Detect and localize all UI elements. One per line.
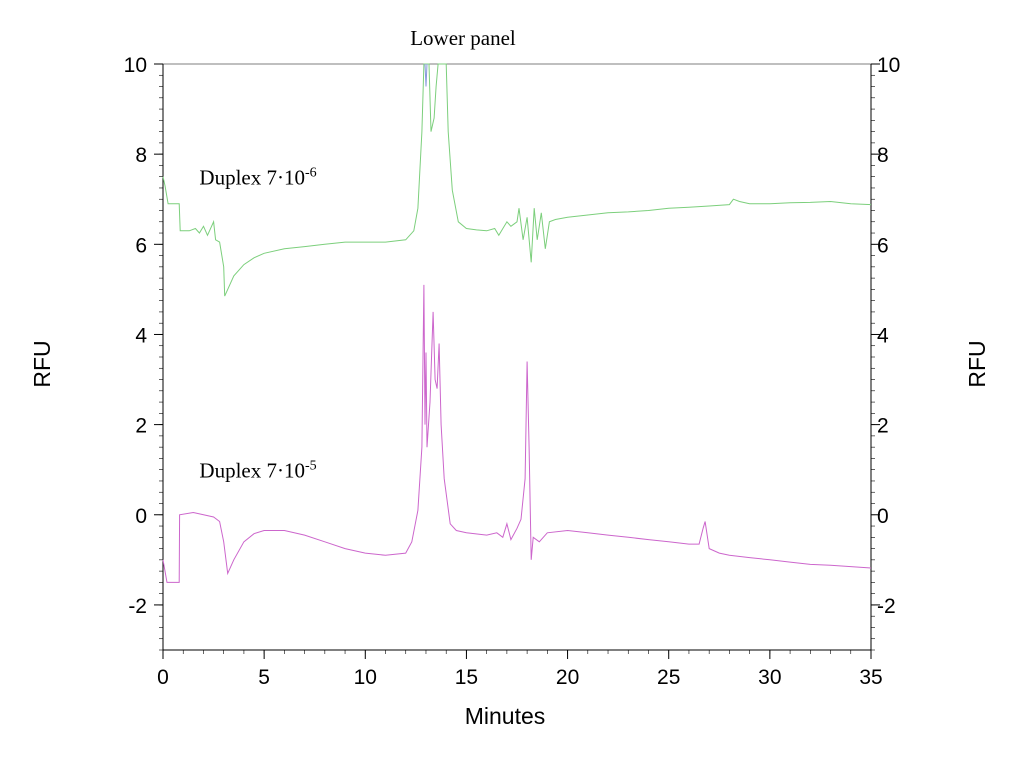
y-tick-label-right: -2 bbox=[877, 595, 896, 618]
y-tick-label-left: -2 bbox=[128, 595, 147, 618]
plot-axes: -2 -2 0 0 2 2 4 4 6 6 8 8 10 10 0 5 10 15 20 25 30 35 bbox=[124, 54, 901, 689]
y-tick-label-left: 6 bbox=[135, 234, 147, 257]
y-tick-label-right: 10 bbox=[877, 54, 900, 77]
x-tick-label: 10 bbox=[354, 666, 377, 689]
y-tick-label-left: 4 bbox=[135, 324, 147, 347]
y-tick-label-right: 0 bbox=[877, 505, 889, 528]
duplex-annotation-2: Duplex 7·10-5 bbox=[199, 459, 316, 483]
y-tick-label-right: 6 bbox=[877, 234, 889, 257]
y-axis-title-left: RFU bbox=[29, 340, 55, 387]
duplex-annotation-1: Duplex 7·10-6 bbox=[199, 166, 316, 190]
extra-trace-line-1 bbox=[424, 63, 428, 87]
x-tick-label: 30 bbox=[758, 666, 781, 689]
chart-title: Lower panel bbox=[410, 26, 516, 50]
y-tick-label-left: 10 bbox=[124, 54, 147, 77]
y-tick-label-left: 8 bbox=[135, 144, 147, 167]
x-tick-label: 35 bbox=[859, 666, 882, 689]
series-layer bbox=[162, 63, 872, 583]
x-tick-label: 15 bbox=[455, 666, 478, 689]
x-tick-label: 0 bbox=[157, 666, 169, 689]
x-tick-label: 20 bbox=[556, 666, 579, 689]
x-tick-label: 25 bbox=[657, 666, 680, 689]
annotation-layer: Duplex 7·10-6 Duplex 7·10-5 bbox=[199, 166, 316, 483]
y-tick-label-left: 2 bbox=[135, 415, 147, 438]
y-tick-label-right: 8 bbox=[877, 144, 889, 167]
y-tick-label-left: 0 bbox=[135, 505, 147, 528]
x-axis-title: Minutes bbox=[465, 703, 546, 729]
y-axis-title-right: RFU bbox=[964, 340, 990, 387]
series-line-2 bbox=[162, 284, 872, 583]
y-tick-label-right: 2 bbox=[877, 415, 889, 438]
x-tick-label: 5 bbox=[258, 666, 270, 689]
y-tick-label-right: 4 bbox=[877, 324, 889, 347]
series-line-1 bbox=[162, 63, 872, 297]
